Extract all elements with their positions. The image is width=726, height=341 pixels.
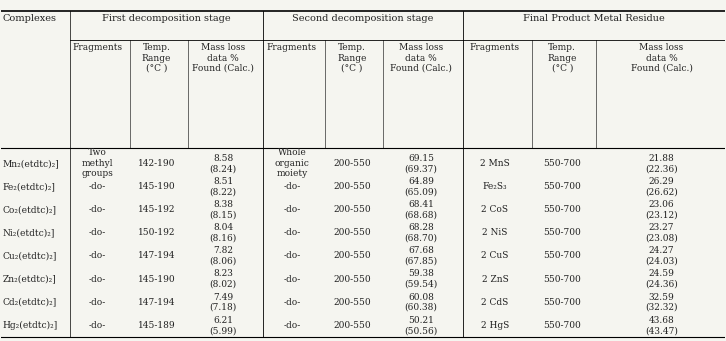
Text: 147-194: 147-194	[138, 251, 175, 261]
Text: 43.68
(43.47): 43.68 (43.47)	[645, 316, 678, 335]
Text: Mn₂(etdtc)₂]: Mn₂(etdtc)₂]	[3, 159, 60, 168]
Text: -do-: -do-	[89, 251, 106, 261]
Text: 69.15
(69.37): 69.15 (69.37)	[404, 154, 437, 173]
Text: 2 CdS: 2 CdS	[481, 298, 508, 307]
Text: 550-700: 550-700	[543, 205, 581, 214]
Text: 60.08
(60.38): 60.08 (60.38)	[404, 293, 437, 312]
Text: 200-550: 200-550	[333, 182, 371, 191]
Text: 200-550: 200-550	[333, 275, 371, 284]
Text: 8.51
(8.22): 8.51 (8.22)	[210, 177, 237, 196]
Text: 24.27
(24.03): 24.27 (24.03)	[645, 246, 678, 266]
Text: 7.49
(7.18): 7.49 (7.18)	[210, 293, 237, 312]
Text: -do-: -do-	[89, 321, 106, 330]
Text: 550-700: 550-700	[543, 251, 581, 261]
Text: -do-: -do-	[89, 205, 106, 214]
Text: 8.38
(8.15): 8.38 (8.15)	[210, 200, 237, 219]
Text: 26.29
(26.62): 26.29 (26.62)	[645, 177, 678, 196]
Text: Zn₂(etdtc)₂]: Zn₂(etdtc)₂]	[3, 275, 57, 284]
Text: Whole
organic
moiety: Whole organic moiety	[274, 148, 309, 178]
Text: 2 CuS: 2 CuS	[481, 251, 509, 261]
Text: 200-550: 200-550	[333, 298, 371, 307]
Text: -do-: -do-	[283, 228, 301, 237]
Text: Fragments: Fragments	[72, 43, 122, 52]
Text: 550-700: 550-700	[543, 298, 581, 307]
Text: 6.21
(5.99): 6.21 (5.99)	[210, 316, 237, 335]
Text: 145-189: 145-189	[138, 321, 175, 330]
Text: 550-700: 550-700	[543, 159, 581, 168]
Text: -do-: -do-	[89, 182, 106, 191]
Text: 7.82
(8.06): 7.82 (8.06)	[210, 246, 237, 266]
Text: Mass loss
data %
Found (Calc.): Mass loss data % Found (Calc.)	[390, 43, 452, 73]
Text: First decomposition stage: First decomposition stage	[102, 14, 231, 23]
Text: 21.88
(22.36): 21.88 (22.36)	[645, 154, 678, 173]
Text: -do-: -do-	[283, 205, 301, 214]
Text: Cu₂(etdtc)₂]: Cu₂(etdtc)₂]	[3, 251, 57, 261]
Text: 8.23
(8.02): 8.23 (8.02)	[210, 269, 237, 289]
Text: -do-: -do-	[283, 182, 301, 191]
Text: Temp.
Range
(°C ): Temp. Range (°C )	[547, 43, 577, 73]
Text: Two
methyl
groups: Two methyl groups	[81, 148, 113, 178]
Text: 24.59
(24.36): 24.59 (24.36)	[645, 269, 678, 289]
Text: 200-550: 200-550	[333, 321, 371, 330]
Text: Final Product Metal Residue: Final Product Metal Residue	[523, 14, 665, 23]
Text: 2 MnS: 2 MnS	[480, 159, 510, 168]
Text: 59.38
(59.54): 59.38 (59.54)	[404, 269, 438, 289]
Text: 68.28
(68.70): 68.28 (68.70)	[404, 223, 438, 242]
Text: 145-190: 145-190	[138, 182, 175, 191]
Text: 8.04
(8.16): 8.04 (8.16)	[210, 223, 237, 242]
Text: Complexes: Complexes	[2, 14, 56, 23]
Text: -do-: -do-	[283, 321, 301, 330]
Text: Co₂(etdtc)₂]: Co₂(etdtc)₂]	[3, 205, 57, 214]
Text: 200-550: 200-550	[333, 205, 371, 214]
Text: 145-190: 145-190	[138, 275, 175, 284]
Text: 200-550: 200-550	[333, 228, 371, 237]
Text: 150-192: 150-192	[138, 228, 175, 237]
Text: 145-192: 145-192	[138, 205, 175, 214]
Text: -do-: -do-	[89, 275, 106, 284]
Text: Fe₂(etdtc)₂]: Fe₂(etdtc)₂]	[3, 182, 56, 191]
Text: 200-550: 200-550	[333, 159, 371, 168]
Text: 2 CoS: 2 CoS	[481, 205, 508, 214]
Text: Mass loss
data %
Found (Calc.): Mass loss data % Found (Calc.)	[192, 43, 254, 73]
Text: 200-550: 200-550	[333, 251, 371, 261]
Text: 550-700: 550-700	[543, 275, 581, 284]
Text: 550-700: 550-700	[543, 228, 581, 237]
Text: -do-: -do-	[283, 298, 301, 307]
Text: Fragments: Fragments	[470, 43, 520, 52]
Text: Temp.
Range
(°C ): Temp. Range (°C )	[338, 43, 367, 73]
Text: -do-: -do-	[89, 298, 106, 307]
Text: Hg₂(etdtc)₂]: Hg₂(etdtc)₂]	[3, 321, 58, 330]
Text: 8.58
(8.24): 8.58 (8.24)	[210, 154, 237, 173]
Text: 2 NiS: 2 NiS	[482, 228, 507, 237]
Text: Mass loss
data %
Found (Calc.): Mass loss data % Found (Calc.)	[631, 43, 693, 73]
Text: Fe₂S₃: Fe₂S₃	[483, 182, 507, 191]
Text: 550-700: 550-700	[543, 182, 581, 191]
Text: -do-: -do-	[283, 275, 301, 284]
Text: -do-: -do-	[283, 251, 301, 261]
Text: Ni₂(etdtc)₂]: Ni₂(etdtc)₂]	[3, 228, 55, 237]
Text: 32.59
(32.32): 32.59 (32.32)	[645, 293, 678, 312]
Text: Fragments: Fragments	[267, 43, 317, 52]
Text: 550-700: 550-700	[543, 321, 581, 330]
Text: 23.27
(23.08): 23.27 (23.08)	[645, 223, 678, 242]
Text: -do-: -do-	[89, 228, 106, 237]
Text: 2 HgS: 2 HgS	[481, 321, 509, 330]
Text: 50.21
(50.56): 50.21 (50.56)	[404, 316, 438, 335]
Text: 64.89
(65.09): 64.89 (65.09)	[404, 177, 438, 196]
Text: Cd₂(etdtc)₂]: Cd₂(etdtc)₂]	[3, 298, 57, 307]
Text: 147-194: 147-194	[138, 298, 175, 307]
Text: Second decomposition stage: Second decomposition stage	[293, 14, 433, 23]
Text: Temp.
Range
(°C ): Temp. Range (°C )	[142, 43, 171, 73]
Text: 142-190: 142-190	[138, 159, 175, 168]
Text: 67.68
(67.85): 67.68 (67.85)	[404, 246, 438, 266]
Text: 2 ZnS: 2 ZnS	[481, 275, 508, 284]
Text: 23.06
(23.12): 23.06 (23.12)	[645, 200, 678, 219]
Text: 68.41
(68.68): 68.41 (68.68)	[404, 200, 438, 219]
